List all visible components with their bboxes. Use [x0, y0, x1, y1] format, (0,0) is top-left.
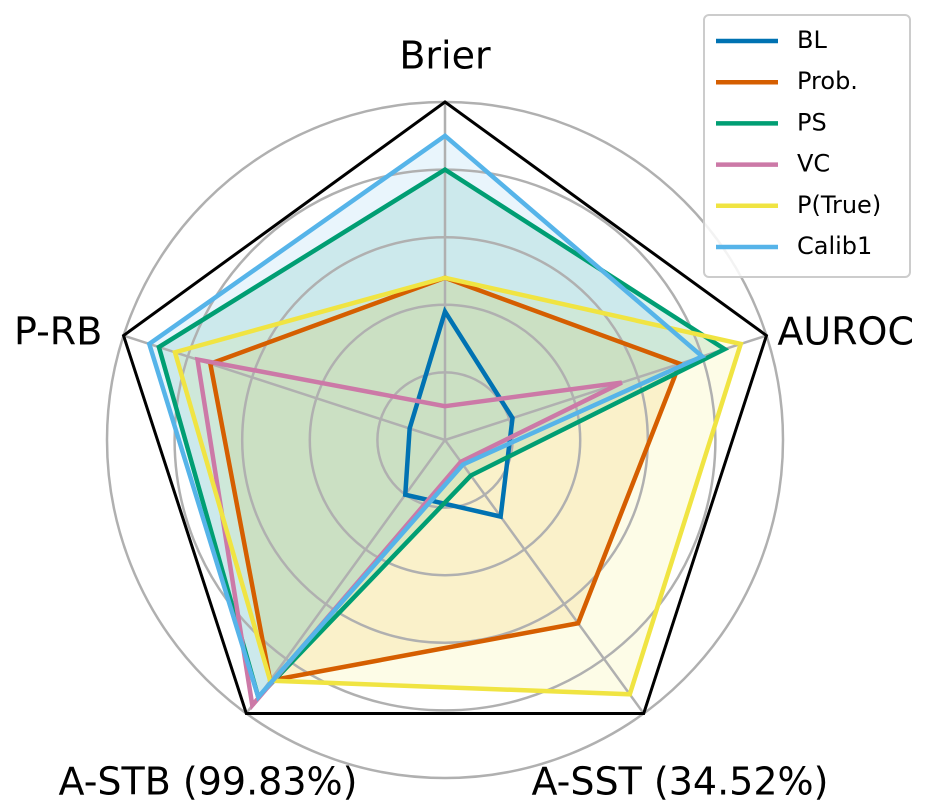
series-lines	[146, 132, 744, 711]
legend-label-calib1: Calib1	[797, 232, 872, 260]
axis-label-brier: Brier	[399, 34, 491, 78]
spoke-a-sst-34-52	[443, 439, 645, 715]
series-line-ps	[156, 166, 730, 702]
legend-label-vc: VC	[797, 150, 830, 178]
outer-frame	[121, 100, 769, 715]
legend-label-prob: Prob.	[797, 67, 858, 95]
legend-label-ps: PS	[797, 108, 827, 136]
axis-label-a-sst-34-52: A-SST (34.52%)	[532, 760, 829, 804]
legend: BL Prob. PS VC P(True) Calib1	[703, 14, 911, 278]
axis-labels: Brier AUROC A-SST (34.52%) A-STB (99.83%) P-…	[14, 34, 914, 804]
axis-label-a-stb-99-83: A-STB (99.83%)	[59, 760, 358, 804]
series-fill-ps	[158, 169, 725, 698]
series-line-p-true	[172, 275, 744, 697]
frame-polygon	[121, 100, 769, 715]
legend-label-p-true: P(True)	[797, 191, 881, 219]
spoke-a-stb-99-83	[245, 439, 447, 715]
axis-label-auroc: AUROC	[777, 310, 914, 354]
axis-label-p-rb: P-RB	[14, 310, 102, 354]
series-line-prob	[207, 275, 683, 684]
series-line-calib1	[146, 132, 707, 702]
legend-label-bl: BL	[797, 26, 827, 54]
